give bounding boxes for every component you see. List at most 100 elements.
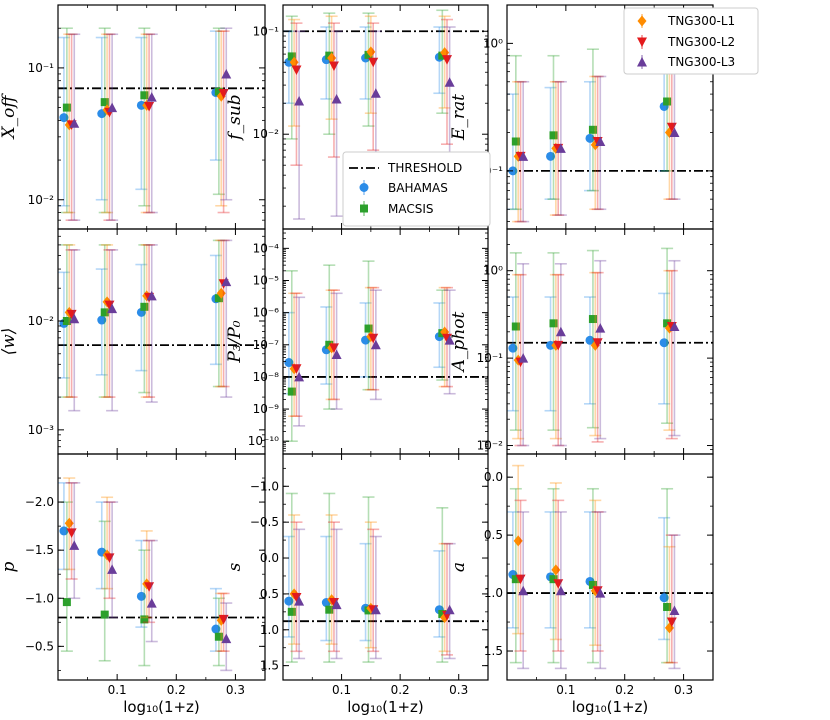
data-point-macsis <box>214 294 223 303</box>
legend-threshold-bahamas-macsis: THRESHOLD BAHAMAS MACSIS <box>342 151 491 227</box>
series-macsis <box>285 9 449 140</box>
series-bahamas <box>507 511 671 641</box>
data-point-tng300-l3 <box>146 598 157 608</box>
series-tng300-l3 <box>293 289 456 427</box>
data-point-bahamas <box>59 526 69 536</box>
data-point-bahamas <box>136 100 146 110</box>
data-point-tng300-l3 <box>669 321 680 331</box>
x-axis-label: log₁₀(1+z) <box>572 698 649 716</box>
legend-tng300-l2-label: TNG300-L2 <box>667 35 735 49</box>
panel-p: 0.1 0.2 0.3 −2.0 −1.5 −1.0 −0.5 p log₁₀(1+z) <box>0 453 266 716</box>
series-tng300-l2 <box>65 239 230 398</box>
data-point-tng300-l3 <box>370 339 381 350</box>
series-bahamas <box>283 535 446 642</box>
x-tick-label: 0.1 <box>556 683 575 697</box>
data-point-macsis <box>214 632 223 641</box>
data-point-macsis <box>100 98 109 107</box>
series-tng300-l1 <box>288 514 451 653</box>
data-point-tng300-l3 <box>518 151 529 161</box>
data-point-tng300-l3 <box>370 88 381 98</box>
data-point-macsis <box>62 598 71 607</box>
series-macsis <box>285 260 449 443</box>
y-tick-label: −1.5 <box>25 543 54 557</box>
data-point-tng300-l2 <box>218 88 229 99</box>
x-tick-label: 0.2 <box>167 683 186 697</box>
data-point-bahamas <box>284 358 294 368</box>
series-bahamas <box>58 30 222 207</box>
data-point-tng300-l2 <box>368 57 379 68</box>
y-tick-label: 0.5 <box>260 587 279 601</box>
data-point-tng300-l3 <box>221 276 232 287</box>
panel-frame <box>506 453 714 681</box>
data-point-tng300-l1 <box>366 46 376 58</box>
legend-tng300-l1-marker <box>637 15 647 27</box>
data-point-tng300-l2 <box>291 592 302 603</box>
data-point-tng300-l3 <box>595 136 606 146</box>
data-point-tng300-l3 <box>555 585 566 596</box>
data-point-bahamas <box>136 591 146 601</box>
data-point-tng300-l1 <box>551 564 561 576</box>
data-point-tng300-l3 <box>669 605 680 615</box>
y-axis-label: f_sub <box>225 94 245 141</box>
series-bahamas <box>58 254 222 379</box>
plot-area <box>283 260 488 443</box>
data-point-tng300-l2 <box>328 61 339 71</box>
series-tng300-l1 <box>63 30 228 214</box>
y-tick-label: 10⁻⁷ <box>253 338 280 352</box>
data-point-macsis <box>140 615 149 624</box>
data-point-macsis <box>325 340 334 349</box>
y-tick-label: 1.0 <box>260 623 279 637</box>
panel-p3-p0: 10⁻⁴ 10⁻⁵ 10⁻⁶ 10⁻⁷ 10⁻⁸ 10⁻⁹ 10⁻¹⁰ P₃/P₀ <box>225 228 489 455</box>
data-point-tng300-l3 <box>518 585 529 596</box>
y-tick-label: −0.5 <box>25 639 54 653</box>
data-point-macsis <box>287 387 296 396</box>
series-tng300-l3 <box>293 528 456 660</box>
legend-bahamas-marker <box>359 183 369 192</box>
data-point-tng300-l2 <box>666 617 677 628</box>
series-tng300-l1 <box>288 15 451 127</box>
y-tick-label: 10⁻² <box>28 314 55 328</box>
data-point-bahamas <box>508 343 518 353</box>
y-tick-label: 0.0 <box>484 470 503 484</box>
data-point-macsis <box>588 315 597 324</box>
legend-box <box>342 151 491 227</box>
data-point-macsis <box>511 322 520 331</box>
data-point-tng300-l3 <box>444 604 455 615</box>
data-point-tng300-l1 <box>64 517 74 529</box>
data-point-tng300-l2 <box>144 101 155 112</box>
panel-frame <box>506 228 714 455</box>
series-tng300-l3 <box>517 511 681 670</box>
x-tick-label: 0.3 <box>449 683 468 697</box>
series-tng300-l2 <box>290 521 453 656</box>
series-tng300-l3 <box>68 27 233 221</box>
y-tick-label: 1.5 <box>484 644 503 658</box>
data-point-tng300-l2 <box>592 338 603 348</box>
data-point-tng300-l3 <box>69 118 80 128</box>
data-point-macsis <box>140 91 149 100</box>
y-tick-label: 10⁰ <box>483 264 503 278</box>
data-point-tng300-l3 <box>107 564 118 574</box>
data-point-tng300-l2 <box>104 553 115 563</box>
data-point-macsis <box>364 50 373 59</box>
data-point-tng300-l3 <box>69 540 80 550</box>
series-bahamas <box>283 26 446 105</box>
data-point-macsis <box>549 575 558 584</box>
series-macsis <box>60 239 225 398</box>
y-tick-label: 10⁻³ <box>28 423 55 437</box>
y-tick-label: 0.0 <box>260 551 279 565</box>
data-point-macsis <box>287 607 296 616</box>
series-tng300-l1 <box>512 464 676 664</box>
series-tng300-l1 <box>63 477 228 652</box>
data-point-bahamas <box>659 593 669 603</box>
series-bahamas <box>58 482 222 652</box>
data-point-tng300-l3 <box>146 290 157 301</box>
data-point-tng300-l3 <box>107 102 118 113</box>
series-macsis <box>509 247 674 431</box>
data-point-bahamas <box>585 335 595 345</box>
x-axis-label: log₁₀(1+z) <box>123 698 200 716</box>
data-point-tng300-l3 <box>444 335 455 345</box>
panel-a: 0.1 0.2 0.3 0.0 0.5 1.0 1.5 a log₁₀(1+z) <box>449 453 714 716</box>
y-tick-label: 10⁻⁴ <box>253 241 280 255</box>
data-point-tng300-l1 <box>289 56 299 68</box>
